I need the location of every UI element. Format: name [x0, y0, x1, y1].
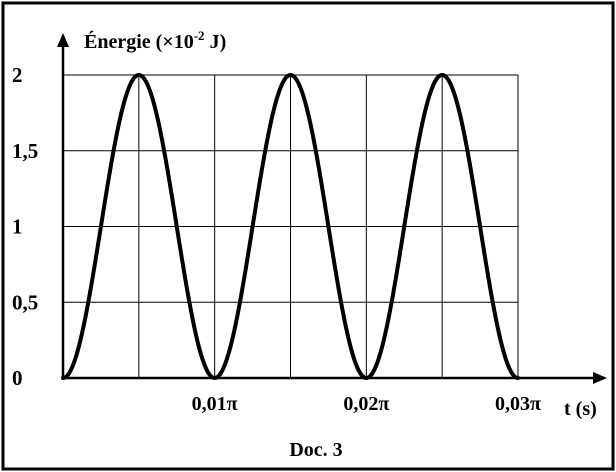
y-tick-label: 1,5: [12, 139, 38, 163]
axes: [57, 33, 607, 384]
y-tick-labels: 0 0,5 1 1,5 2: [12, 63, 38, 390]
grid-lines: [63, 74, 519, 378]
y-axis-label-exponent: -2: [194, 28, 205, 43]
y-tick-label: 1: [12, 215, 23, 239]
x-tick-labels: 0,01π 0,02π 0,03π: [192, 393, 541, 415]
energy-curve-group: [61, 73, 520, 380]
x-axis-label: t (s): [564, 398, 597, 420]
y-tick-label: 2: [12, 63, 23, 87]
y-axis-arrow: [57, 33, 69, 47]
energy-curve-line: [61, 73, 520, 380]
y-axis-label: Énergie (×10-2 J): [84, 28, 226, 53]
y-axis-label-text: Énergie (×10: [84, 30, 194, 53]
y-tick-label: 0,5: [12, 290, 38, 314]
x-tick-label: 0,03π: [495, 393, 541, 415]
x-tick-label: 0,01π: [192, 393, 238, 415]
y-tick-label: 0: [12, 366, 23, 390]
x-axis-arrow: [593, 372, 607, 384]
x-tick-label: 0,02π: [343, 393, 389, 415]
y-axis-label-unit: J): [205, 31, 227, 53]
figure-caption: Doc. 3: [289, 439, 342, 461]
